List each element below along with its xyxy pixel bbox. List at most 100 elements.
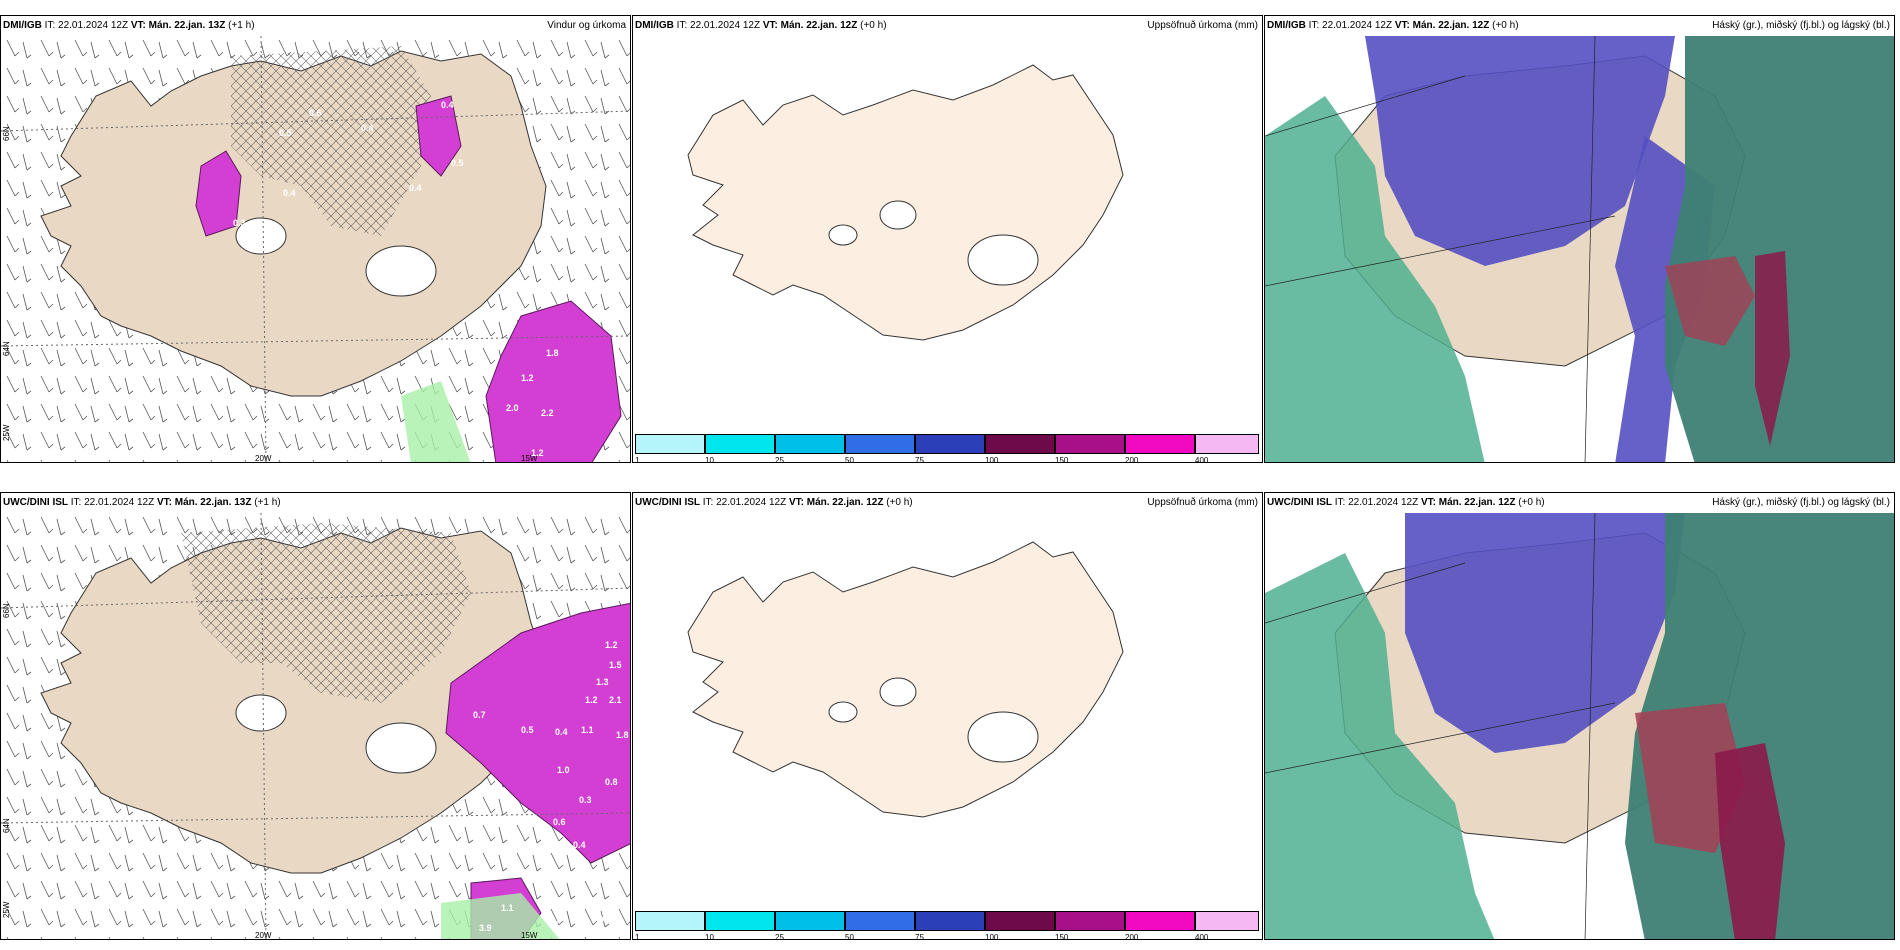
colorbar-swatch (1195, 434, 1259, 454)
product-title: Uppsöfnuð úrkoma (mm) (1147, 497, 1258, 508)
model-name: DMI/IGB (3, 20, 42, 31)
panel-uwc-wind: UWC/DINI ISL IT: 22.01.2024 12Z VT: Mán.… (0, 492, 631, 940)
precip-value: 0.4 (361, 123, 374, 133)
precip-value: 1.3 (596, 677, 609, 687)
precip-value: 2.1 (609, 695, 622, 705)
colorbar-swatch (705, 911, 775, 931)
model-name: UWC/DINI ISL (3, 497, 68, 508)
precip-value: 0.2 (599, 915, 612, 925)
graticule (1584, 36, 1596, 462)
precip-value: 0.4 (409, 183, 422, 193)
precip-value: 1.5 (609, 660, 622, 670)
precip-value: 0.3 (479, 348, 492, 358)
panel-header: DMI/IGB IT: 22.01.2024 12Z VT: Mán. 22.j… (633, 16, 1262, 36)
precip-value: 0.5 (521, 725, 534, 735)
model-name: UWC/DINI ISL (635, 497, 700, 508)
colorbar-swatch (915, 911, 985, 931)
lon-label: 25W (2, 424, 11, 441)
precip-value: 0.5 (549, 915, 562, 925)
precip-value: 1.2 (531, 448, 544, 458)
precip-value: 1.2 (605, 640, 618, 650)
vt-label: VT: Mán. 22.jan. 12Z (1394, 20, 1490, 31)
vt-label: VT: Mán. 22.jan. 12Z (1420, 497, 1516, 508)
high-cloud (1665, 36, 1894, 462)
panel-dmi-accum: DMI/IGB IT: 22.01.2024 12Z VT: Mán. 22.j… (632, 15, 1263, 463)
precip-value: 0.4 (555, 727, 568, 737)
lon-label: 15W (521, 931, 538, 940)
lon-label: 15W (521, 454, 538, 463)
graticule (1265, 562, 1466, 624)
colorbar-tick: 75 (915, 456, 924, 463)
precip-value: 2.2 (541, 408, 554, 418)
cloud-map (1265, 36, 1894, 462)
colorbar-tick: 25 (775, 933, 784, 940)
panel-header: UWC/DINI ISL IT: 22.01.2024 12Z VT: Mán.… (1265, 493, 1894, 513)
colorbar-swatch (635, 434, 705, 454)
colorbar-tick: 400 (1195, 456, 1209, 463)
precip-value: 1.8 (546, 348, 559, 358)
glacier (365, 722, 437, 774)
product-title: Uppsöfnuð úrkoma (mm) (1147, 20, 1258, 31)
colorbar-tick: 25 (775, 456, 784, 463)
it-label: IT: 22.01.2024 12Z (702, 497, 787, 508)
precip-value: 0.4 (573, 840, 586, 850)
product-title: Háský (gr.), miðský (fj.bl.) og lágský (… (1712, 497, 1890, 508)
precip-light (401, 381, 471, 462)
colorbar-swatch (1195, 911, 1259, 931)
colorbar: 1 10 25 50 75 100 150 200 400 (635, 434, 1259, 462)
colorbar-swatch (915, 434, 985, 454)
graticule (1, 587, 630, 609)
vt-label: VT: Mán. 22.jan. 13Z (156, 497, 252, 508)
lat-label: 64N (2, 818, 11, 833)
lat-label: 66N (2, 603, 11, 618)
precip-area (195, 150, 242, 237)
it-label: IT: 22.01.2024 12Z (70, 497, 155, 508)
lon-label: 20W (255, 931, 272, 940)
colorbar-tick: 150 (1055, 456, 1069, 463)
precip-value: 1.1 (501, 903, 514, 913)
colorbar-swatch (775, 911, 845, 931)
colorbar-tick: 10 (705, 933, 714, 940)
precip-value: 1.0 (557, 765, 570, 775)
it-label: IT: 22.01.2024 12Z (44, 20, 129, 31)
it-label: IT: 22.01.2024 12Z (676, 20, 761, 31)
model-name: UWC/DINI ISL (1267, 497, 1332, 508)
colorbar-swatch (985, 434, 1055, 454)
offset-label: (+1 h) (254, 497, 281, 508)
mid-cloud (1265, 96, 1485, 462)
precip-value: 2.0 (506, 403, 519, 413)
colorbar-swatch (775, 434, 845, 454)
wind-precip-map: 66N 64N 25W 20W 15W 1.2 1.5 1.3 2.1 1.8 … (1, 513, 630, 940)
colorbar-tick: 1 (635, 456, 640, 463)
colorbar-tick: 50 (845, 933, 854, 940)
glacier (365, 245, 437, 297)
offset-label: (+0 h) (860, 20, 887, 31)
hatch-area (231, 46, 431, 236)
accum-precip-map (687, 64, 1124, 341)
colorbar-tick: 1 (635, 933, 640, 940)
product-title: Háský (gr.), miðský (fj.bl.) og lágský (… (1712, 20, 1890, 31)
precip-value: 0.4 (283, 188, 296, 198)
precip-area (415, 95, 462, 177)
precip-value: 0.8 (605, 777, 618, 787)
colorbar-swatch (845, 434, 915, 454)
mixed-cloud (1665, 256, 1755, 346)
precip-area (485, 300, 622, 462)
colorbar-tick: 200 (1125, 933, 1139, 940)
lat-label: 66N (2, 126, 11, 141)
graticule (260, 36, 267, 462)
glacier (235, 694, 287, 732)
colorbar-tick: 10 (705, 456, 714, 463)
glacier (967, 234, 1039, 286)
low-cloud (1405, 513, 1685, 753)
glacier (235, 217, 287, 255)
panel-header: UWC/DINI ISL IT: 22.01.2024 12Z VT: Mán.… (1, 493, 630, 513)
colorbar-tick: 100 (985, 933, 999, 940)
precip-value: 0.5 (279, 128, 292, 138)
precip-value: 1.1 (581, 725, 594, 735)
offset-label: (+0 h) (1492, 20, 1519, 31)
colorbar-swatch (635, 911, 705, 931)
precip-light (441, 893, 560, 939)
graticule (1265, 702, 1616, 774)
mid-cloud (1265, 553, 1495, 939)
